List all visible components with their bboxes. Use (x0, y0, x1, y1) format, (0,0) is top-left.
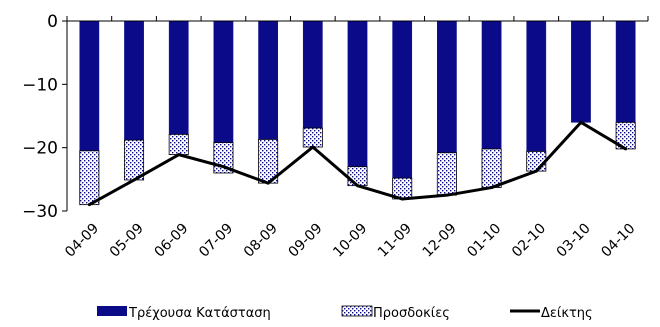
bar-expectations-10-09 (347, 166, 368, 187)
index-point-03-10 (579, 120, 583, 124)
bar-expectations-06-09 (168, 133, 189, 156)
x-tick-label: 08-09 (241, 221, 281, 261)
bar-current-08-09 (258, 20, 278, 140)
bar-current-03-10 (571, 20, 591, 123)
x-tick-label: 09-09 (286, 221, 326, 261)
bar-expectations-04-09 (79, 150, 100, 206)
bar-current-11-09 (392, 20, 413, 179)
index-point-11-09 (400, 197, 404, 201)
x-tick-label: 12-09 (420, 221, 460, 261)
bar-current-04-09 (79, 20, 100, 152)
index-point-08-09 (266, 181, 270, 185)
legend: Τρέχουσα Κατάσταση Προσδοκίες Δείκτης (97, 305, 593, 321)
x-tick-label: 05-09 (107, 221, 147, 261)
bar-expectations-05-09 (124, 139, 145, 181)
index-point-01-10 (490, 186, 494, 190)
index-point-02-10 (534, 169, 538, 173)
x-tick-label: 04-09 (62, 221, 102, 261)
y-tick-label: −20 (22, 139, 58, 159)
bar-current-06-09 (168, 20, 189, 135)
x-tick-label: 04-10 (598, 221, 638, 261)
index-point-12-09 (445, 193, 449, 197)
index-point-10-09 (356, 184, 359, 188)
x-tick-label: 06-09 (151, 221, 191, 261)
bar-current-01-10 (481, 20, 502, 150)
legend-swatch-expectations (341, 305, 373, 317)
y-tick-label: 0 (47, 12, 58, 32)
bar-expectations-09-09 (302, 127, 323, 148)
bar-current-12-09 (437, 20, 457, 153)
legend-label-expectations: Προσδοκίες (373, 306, 450, 321)
index-point-06-09 (177, 153, 181, 157)
y-tick-label: −10 (22, 75, 58, 95)
bar-current-05-09 (124, 20, 144, 141)
bar-expectations-01-10 (481, 148, 502, 188)
legend-swatch-current (97, 306, 127, 316)
bar-current-10-09 (347, 20, 368, 167)
bar-current-09-09 (302, 20, 323, 129)
x-tick-label: 01-10 (464, 221, 504, 261)
index-line-layer (87, 120, 628, 207)
index-point-09-09 (311, 145, 315, 149)
index-point-05-09 (132, 178, 136, 182)
legend-label-index: Δείκτης (541, 306, 593, 321)
bars-layer (79, 20, 636, 206)
bar-current-02-10 (526, 20, 547, 152)
x-tick-label: 07-09 (196, 221, 236, 261)
x-tick-label: 11-09 (375, 221, 415, 261)
y-tick-label: −30 (22, 202, 58, 222)
x-tick-label: 03-10 (554, 221, 594, 261)
bar-current-04-10 (615, 20, 636, 123)
bar-current-07-09 (213, 20, 234, 143)
legend-label-current: Τρέχουσα Κατάσταση (128, 306, 271, 321)
index-point-04-09 (87, 203, 91, 207)
index-point-07-09 (221, 165, 225, 169)
bar-expectations-02-10 (526, 151, 547, 172)
x-tick-label: 10-09 (330, 221, 370, 261)
bar-expectations-12-09 (436, 152, 457, 196)
index-point-04-10 (624, 147, 628, 151)
x-tick-label: 02-10 (509, 221, 549, 261)
